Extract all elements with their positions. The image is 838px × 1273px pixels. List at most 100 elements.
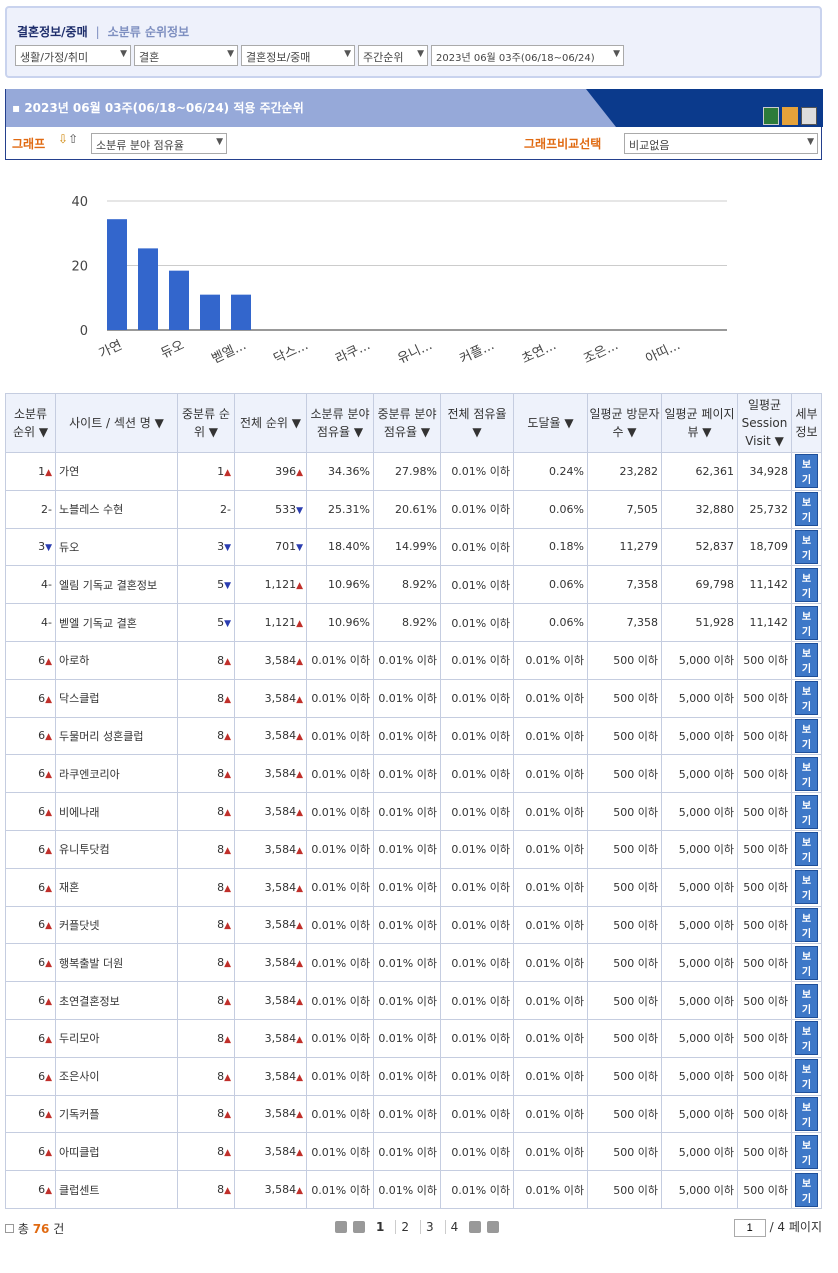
sub-rank-value: 6	[38, 994, 46, 1008]
chevron-down-icon: ▼	[613, 49, 620, 59]
total-rank-value: 3,584	[264, 1145, 297, 1159]
mid-rank: 8▲	[177, 754, 235, 794]
metric-cell: 7,505	[587, 489, 662, 529]
metric-value: 0.06%	[549, 502, 584, 516]
column-header[interactable]: 소분류 분야 점유율 ▼	[306, 393, 374, 453]
bar[interactable]	[169, 270, 189, 330]
metric-value: 11,279	[619, 540, 659, 554]
metric-value: 5,000 이하	[678, 1183, 734, 1197]
column-header[interactable]: 일평균 Session Visit ▼	[737, 393, 792, 453]
graph-select[interactable]: 소분류 분야 점유율 ▼	[91, 133, 227, 154]
first-page-icon[interactable]	[335, 1221, 347, 1233]
column-header[interactable]: 전체 순위 ▼	[234, 393, 307, 453]
view-button[interactable]: 보기	[795, 907, 818, 942]
print-icon[interactable]	[801, 107, 817, 125]
metric-cell: 0.01% 이하	[513, 678, 588, 718]
column-header[interactable]: 사이트 / 섹션 명 ▼	[55, 393, 178, 453]
excel-icon[interactable]	[763, 107, 779, 125]
page-link[interactable]: 3	[420, 1220, 439, 1234]
metric-value: 0.01% 이하	[378, 994, 437, 1008]
sub-rank: 6▲	[5, 905, 56, 945]
bar[interactable]	[107, 219, 127, 330]
column-header[interactable]: 일평균 페이지 뷰 ▼	[661, 393, 738, 453]
subcategory-select[interactable]: 결혼 ▼	[134, 45, 238, 66]
view-button[interactable]: 보기	[795, 870, 818, 905]
next-page-icon[interactable]	[469, 1221, 482, 1233]
last-page-icon[interactable]	[487, 1221, 500, 1233]
site-name-text: 기독커플	[59, 1107, 100, 1121]
metric-value: 0.01% 이하	[378, 1183, 437, 1197]
category-select[interactable]: 생활/가정/취미 ▼	[15, 45, 131, 66]
bar[interactable]	[138, 248, 158, 330]
view-button[interactable]: 보기	[795, 1059, 818, 1094]
metric-cell: 0.01% 이하	[306, 1170, 374, 1209]
section-select[interactable]: 결혼정보/중매 ▼	[241, 45, 355, 66]
column-header[interactable]: 소분류 순위 ▼	[5, 393, 56, 453]
up-arrow-icon: ▲	[296, 883, 303, 894]
column-header[interactable]: 일평균 방문자 수 ▼	[587, 393, 662, 453]
view-button[interactable]: 보기	[795, 756, 818, 791]
view-button[interactable]: 보기	[795, 1134, 818, 1169]
view-button[interactable]: 보기	[795, 983, 818, 1018]
view-button[interactable]: 보기	[795, 643, 818, 678]
column-header[interactable]: 도달율 ▼	[513, 393, 588, 453]
up-arrow-icon: ▲	[45, 694, 52, 705]
detail-cell: 보기	[791, 1094, 822, 1134]
metric-value: 500 이하	[613, 843, 658, 857]
prev-page-icon[interactable]	[353, 1221, 365, 1233]
page-input[interactable]	[733, 1219, 766, 1237]
breadcrumb-current[interactable]: 결혼정보/중매	[17, 25, 88, 39]
metric-value: 0.01% 이하	[451, 1183, 510, 1197]
metric-value: 500 이하	[613, 994, 658, 1008]
site-name-text: 벧엘 기독교 결혼	[59, 616, 137, 630]
period-type-select[interactable]: 주간순위 ▼	[358, 45, 428, 66]
view-button[interactable]: 보기	[795, 718, 818, 753]
metric-cell: 500 이하	[587, 1132, 662, 1172]
view-button[interactable]: 보기	[795, 454, 818, 489]
metric-value: 5,000 이하	[678, 1145, 734, 1159]
bar[interactable]	[200, 294, 220, 330]
sub-rank: 6▲	[5, 716, 56, 756]
table-row: 3▼ 듀오 3▼ 701▼ 18.40% 14.99% 0.01% 이하 0.18% 1…	[5, 527, 822, 567]
x-tick-label: 커플...	[457, 338, 496, 367]
mid-rank-value: 8	[217, 1183, 225, 1197]
chevron-down-icon: ▼	[807, 137, 814, 147]
column-header[interactable]: 중분류 순위 ▼	[177, 393, 235, 453]
metric-value: 500 이하	[613, 1183, 658, 1197]
page-link[interactable]: 1	[376, 1220, 385, 1234]
up-arrow-icon: ▲	[45, 845, 52, 856]
metric-value: 0.01% 이하	[311, 843, 370, 857]
view-button[interactable]: 보기	[795, 529, 818, 564]
site-name: 아로하	[55, 640, 178, 680]
sort-arrows-icon[interactable]: ⇩⇧	[58, 132, 79, 146]
up-arrow-icon: ▲	[296, 770, 303, 781]
bar[interactable]	[231, 294, 251, 330]
email-icon[interactable]	[782, 107, 798, 125]
view-button[interactable]: 보기	[795, 492, 818, 527]
breadcrumb-sub[interactable]: 소분류 순위정보	[107, 25, 190, 39]
view-button[interactable]: 보기	[795, 1172, 818, 1207]
column-header[interactable]: 전체 점유율 ▼	[440, 393, 514, 453]
view-button[interactable]: 보기	[795, 1021, 818, 1056]
view-button[interactable]: 보기	[795, 605, 818, 640]
view-button[interactable]: 보기	[795, 681, 818, 716]
metric-value: 5,000 이하	[678, 1107, 734, 1121]
view-button[interactable]: 보기	[795, 1096, 818, 1131]
metric-value: 0.01% 이하	[451, 918, 510, 932]
table-row: 1▲ 가연 1▲ 396▲ 34.36% 27.98% 0.01% 이하 0.24% 2…	[5, 452, 822, 491]
view-button[interactable]: 보기	[795, 794, 818, 829]
mid-rank: 8▲	[177, 867, 235, 907]
compare-select[interactable]: 비교없음 ▼	[624, 133, 818, 154]
page-link[interactable]: 2	[395, 1220, 414, 1234]
view-button[interactable]: 보기	[795, 567, 818, 602]
column-header[interactable]: 중분류 분야 점유율 ▼	[373, 393, 441, 453]
metric-value: 0.01% 이하	[451, 767, 510, 781]
view-button[interactable]: 보기	[795, 832, 818, 867]
page-link[interactable]: 4	[444, 1220, 464, 1234]
mid-rank: 8▲	[177, 1056, 235, 1096]
metric-value: 0.01% 이하	[451, 805, 510, 819]
view-button[interactable]: 보기	[795, 945, 818, 980]
week-select[interactable]: 2023년 06월 03주(06/18~06/24) ▼	[431, 45, 624, 66]
column-header[interactable]: 세부 정보	[791, 393, 822, 453]
metric-cell: 0.01% 이하	[513, 943, 588, 983]
